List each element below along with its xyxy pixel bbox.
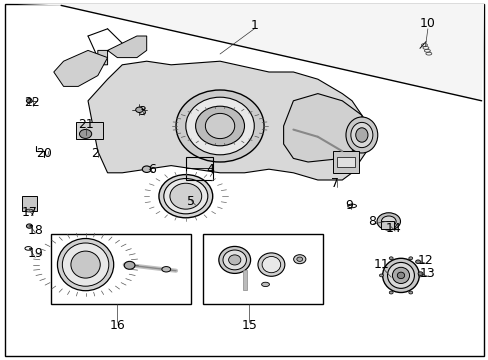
- Ellipse shape: [346, 117, 377, 153]
- Ellipse shape: [26, 99, 32, 103]
- Ellipse shape: [417, 272, 422, 275]
- Ellipse shape: [71, 251, 100, 278]
- Ellipse shape: [195, 106, 244, 146]
- Polygon shape: [54, 50, 107, 86]
- Ellipse shape: [381, 216, 395, 227]
- Ellipse shape: [159, 175, 212, 218]
- Text: 14: 14: [385, 222, 401, 235]
- Text: 20: 20: [36, 147, 52, 159]
- Ellipse shape: [379, 274, 383, 277]
- Bar: [337, 157, 354, 167]
- Text: 5: 5: [186, 195, 194, 208]
- Polygon shape: [5, 4, 483, 101]
- Text: 1: 1: [250, 19, 258, 32]
- Polygon shape: [283, 94, 361, 162]
- Ellipse shape: [219, 246, 250, 274]
- Ellipse shape: [142, 166, 151, 172]
- Text: 4: 4: [206, 163, 214, 176]
- Ellipse shape: [228, 255, 240, 265]
- Ellipse shape: [176, 90, 264, 162]
- Ellipse shape: [396, 272, 404, 279]
- Ellipse shape: [57, 239, 113, 291]
- Bar: [243, 270, 246, 290]
- Polygon shape: [98, 36, 146, 65]
- Ellipse shape: [261, 282, 269, 287]
- Text: 6: 6: [147, 163, 155, 176]
- Bar: [76, 122, 102, 139]
- Ellipse shape: [223, 250, 246, 270]
- Ellipse shape: [205, 113, 234, 139]
- Ellipse shape: [185, 97, 254, 155]
- Bar: [381, 221, 393, 229]
- Text: 17: 17: [21, 206, 37, 219]
- Ellipse shape: [293, 255, 305, 264]
- Ellipse shape: [350, 122, 372, 148]
- Bar: [203, 234, 322, 304]
- Text: 13: 13: [419, 267, 435, 280]
- Ellipse shape: [355, 128, 367, 142]
- Ellipse shape: [26, 224, 32, 228]
- Polygon shape: [88, 61, 371, 180]
- Ellipse shape: [382, 258, 418, 292]
- Bar: [332, 151, 359, 173]
- Ellipse shape: [124, 261, 135, 269]
- Ellipse shape: [25, 209, 33, 212]
- Ellipse shape: [408, 257, 412, 260]
- Text: 11: 11: [373, 258, 388, 271]
- Bar: [51, 234, 190, 304]
- Ellipse shape: [388, 257, 392, 260]
- Ellipse shape: [262, 256, 280, 273]
- Text: 8: 8: [367, 215, 375, 228]
- Ellipse shape: [391, 267, 408, 284]
- Ellipse shape: [62, 243, 108, 286]
- Text: 19: 19: [27, 247, 43, 260]
- Ellipse shape: [136, 107, 142, 113]
- Ellipse shape: [418, 274, 422, 277]
- Text: 12: 12: [417, 255, 432, 267]
- Text: 3: 3: [138, 105, 145, 118]
- Text: 15: 15: [241, 319, 257, 332]
- Text: 22: 22: [24, 96, 40, 109]
- Ellipse shape: [415, 260, 420, 264]
- Ellipse shape: [408, 291, 412, 294]
- Ellipse shape: [258, 253, 284, 276]
- Ellipse shape: [376, 213, 400, 230]
- Ellipse shape: [170, 183, 201, 209]
- Bar: [22, 196, 37, 211]
- Bar: [185, 157, 212, 180]
- Text: 16: 16: [109, 319, 125, 332]
- Ellipse shape: [296, 257, 302, 261]
- Ellipse shape: [388, 291, 392, 294]
- Text: 7: 7: [330, 177, 338, 190]
- Ellipse shape: [79, 130, 92, 139]
- Text: 9: 9: [345, 199, 353, 212]
- Ellipse shape: [386, 262, 413, 288]
- Text: 2: 2: [91, 147, 99, 159]
- Ellipse shape: [163, 179, 207, 214]
- Ellipse shape: [162, 266, 170, 272]
- Text: 10: 10: [419, 17, 435, 30]
- Text: 18: 18: [27, 224, 43, 237]
- Text: 21: 21: [78, 118, 93, 131]
